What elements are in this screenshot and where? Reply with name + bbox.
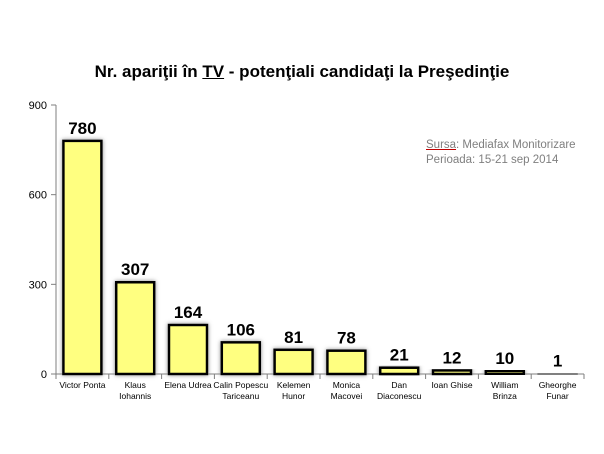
source-text: : Mediafax Monitorizare (456, 139, 576, 151)
source-label: Sursa (426, 139, 457, 151)
x-tick-label: Ioan Ghise (431, 380, 472, 390)
bar (431, 369, 473, 376)
bar (484, 369, 526, 376)
data-labels: 780 307 164 106 81 78 21 12 10 1 (68, 119, 562, 371)
x-tick-label: Calin Popescu Tariceanu (213, 380, 268, 401)
x-tick-label: Victor Ponta (59, 380, 105, 390)
bar (62, 139, 103, 376)
chart-title-suffix: - potenţiali candidaţi la Preşedinţie (224, 62, 510, 81)
x-tick-label: Kelemen Hunor (277, 380, 311, 401)
bars (62, 139, 578, 376)
x-tick-label: Gheorghe Funar (539, 380, 577, 401)
bar (114, 280, 156, 376)
y-tick-label: 900 (29, 100, 47, 112)
period-line: Perioada: 15-21 sep 2014 (426, 154, 559, 166)
data-label: 1 (553, 352, 562, 371)
chart-title-prefix: Nr. apariţii în (94, 62, 203, 81)
data-label: 106 (227, 320, 255, 339)
source-line: Sursa: Mediafax Monitorizare (426, 138, 576, 153)
chart-title: Nr. apariţii în TV - potenţiali candidaţ… (0, 62, 604, 82)
x-tick-label: Dan Diaconescu (377, 380, 422, 401)
bar (167, 323, 209, 376)
data-label: 780 (68, 119, 96, 138)
source-note: Sursa: Mediafax Monitorizare Perioada: 1… (426, 138, 576, 168)
bar (326, 349, 367, 376)
x-tick-label: Elena Udrea (164, 380, 212, 390)
x-tick-label: Monica Macovei (331, 380, 363, 401)
bar (220, 341, 262, 376)
data-label: 10 (495, 349, 514, 368)
y-tick-label: 0 (41, 369, 47, 381)
data-label: 21 (390, 346, 409, 365)
x-tick-labels: Victor Ponta Klaus Iohannis Elena Udrea Cali… (59, 380, 576, 401)
y-tick-label: 300 (29, 279, 47, 291)
data-label: 78 (337, 329, 356, 348)
data-label: 81 (284, 328, 303, 347)
data-label: 307 (121, 260, 149, 279)
bar (378, 366, 420, 376)
x-tick-label: Klaus Iohannis (119, 380, 151, 401)
bar (273, 348, 314, 376)
y-tick-label: 600 (29, 190, 47, 202)
data-label: 164 (174, 303, 203, 322)
x-tick-label: William Brinza (491, 380, 518, 401)
axes: 0 300 600 900 (29, 100, 585, 381)
chart-title-tv: TV (202, 62, 225, 81)
data-label: 12 (443, 348, 462, 367)
